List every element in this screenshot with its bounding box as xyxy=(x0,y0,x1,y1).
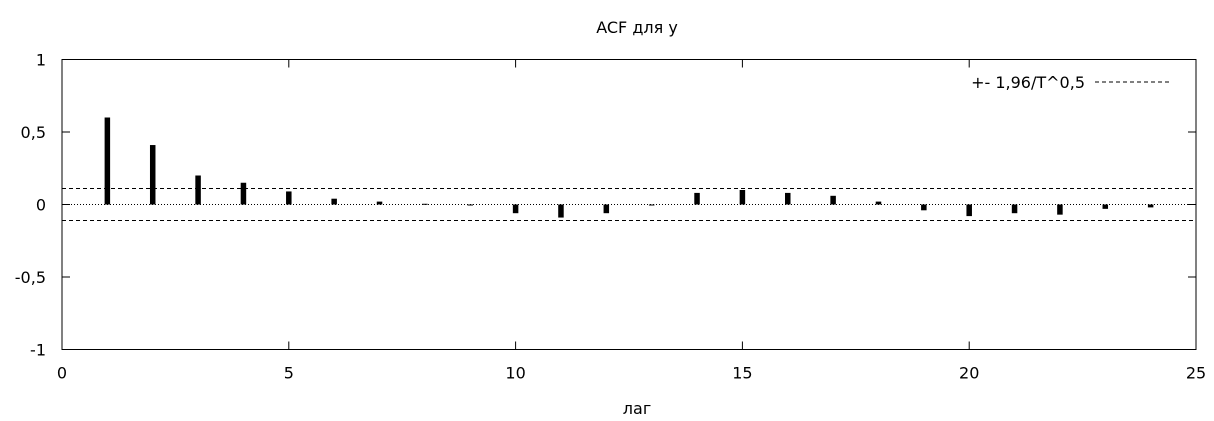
axis-ticks: 1 0,5 0 -0,5 -1 0 5 10 15 20 25 xyxy=(15,51,1206,383)
acf-bar xyxy=(195,175,201,205)
acf-bar xyxy=(376,201,383,205)
acf-bar xyxy=(875,201,882,205)
y-tick-label: 0,5 xyxy=(21,123,46,142)
acf-bars xyxy=(104,117,1154,218)
acf-bar xyxy=(331,198,337,205)
acf-bar xyxy=(467,204,473,206)
y-tick-label: 0 xyxy=(36,196,46,215)
acf-bar xyxy=(1102,204,1109,209)
x-tick-label: 20 xyxy=(959,364,979,383)
acf-bar xyxy=(694,192,700,205)
acf-bar xyxy=(1147,204,1154,208)
legend: +- 1,96/T^0,5 xyxy=(971,73,1172,92)
chart-title: ACF для y xyxy=(596,18,678,37)
acf-bar xyxy=(648,204,655,206)
acf-bar xyxy=(422,203,428,205)
legend-label: +- 1,96/T^0,5 xyxy=(971,73,1085,92)
acf-bar xyxy=(286,191,292,205)
acf-bar xyxy=(104,117,111,205)
acf-bar xyxy=(512,204,519,214)
acf-bar xyxy=(785,192,791,205)
y-tick-label: -1 xyxy=(30,341,46,360)
acf-bar xyxy=(966,204,972,217)
confidence-bands xyxy=(62,188,1196,221)
acf-bar xyxy=(558,204,564,218)
x-tick-label: 15 xyxy=(732,364,752,383)
acf-bar xyxy=(739,190,746,205)
x-tick-label: 0 xyxy=(57,364,67,383)
y-tick-label: -0,5 xyxy=(15,268,46,287)
x-tick-label: 5 xyxy=(284,364,294,383)
acf-bar xyxy=(149,145,156,205)
y-tick-label: 1 xyxy=(36,51,46,70)
acf-bar xyxy=(921,204,927,211)
acf-bar xyxy=(603,204,610,214)
acf-bar xyxy=(240,182,247,205)
acf-bar xyxy=(1057,204,1063,215)
acf-bar xyxy=(830,195,836,205)
plot-frame xyxy=(61,59,1197,350)
x-axis-label: лаг xyxy=(623,399,651,418)
acf-bar xyxy=(1011,204,1018,214)
x-tick-label: 10 xyxy=(505,364,525,383)
x-tick-label: 25 xyxy=(1186,364,1206,383)
